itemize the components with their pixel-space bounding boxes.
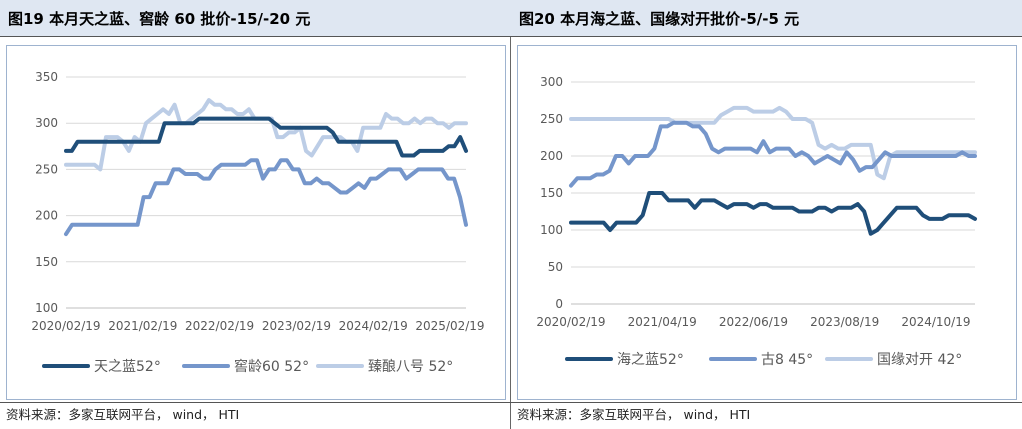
- chart-panel-left: 图19 本月天之蓝、窖龄 60 批价-15/-20 元 100 150 200 250…: [0, 0, 511, 422]
- y-tick-label: 50: [548, 260, 563, 274]
- series-line: [569, 120, 977, 188]
- x-tick-label: 2021/04/19: [628, 315, 697, 329]
- panel-divider: [510, 0, 511, 429]
- y-tick-label: 300: [35, 116, 58, 130]
- source-note: 资料来源：多家互联网平台， wind， HTI: [6, 407, 240, 422]
- x-tick-label: 2023/02/19: [262, 319, 331, 333]
- y-tick-label: 200: [35, 209, 58, 223]
- legend-label: 天之蓝52°: [94, 359, 161, 375]
- line-chart-left: 100 150 200 250 300 350 2020/02/19 2021/02/19 20…: [31, 70, 484, 375]
- source-rule: [0, 402, 511, 403]
- chart-panel-right: 图20 本月海之蓝、国缘对开批价-5/-5 元 0 50 100 150 200 250 3…: [511, 0, 1022, 429]
- series-line: [64, 116, 468, 158]
- chart-title: 图20 本月海之蓝、国缘对开批价-5/-5 元: [519, 10, 800, 28]
- x-tick-label: 2020/02/19: [536, 315, 605, 329]
- x-tick-label: 2024/02/19: [339, 319, 408, 333]
- line-chart-right: 0 50 100 150 200 250 300 2020/02/19 2021/04/19 20…: [536, 75, 977, 368]
- x-tick-label: 2022/02/19: [185, 319, 254, 333]
- legend-label: 窖龄60 52°: [234, 358, 309, 375]
- x-tick-label: 2021/02/19: [108, 319, 177, 333]
- source-rule: [511, 402, 1022, 403]
- source-note: 资料来源：多家互联网平台， wind， HTI: [517, 407, 751, 422]
- legend-label: 臻酿八号 52°: [368, 359, 453, 375]
- x-tick-label: 2020/02/19: [31, 319, 100, 333]
- y-tick-label: 200: [540, 149, 563, 163]
- legend-label: 国缘对开 42°: [877, 352, 962, 368]
- plot-frame: [517, 45, 1017, 400]
- legend-label: 海之蓝52°: [617, 352, 684, 368]
- series-line: [569, 191, 977, 236]
- title-band: 图20 本月海之蓝、国缘对开批价-5/-5 元: [511, 0, 1022, 36]
- y-tick-label: 0: [555, 297, 563, 311]
- plot-frame: [6, 45, 506, 400]
- y-tick-label: 150: [35, 255, 58, 269]
- x-tick-label: 2025/02/19: [415, 319, 484, 333]
- chart-title: 图19 本月天之蓝、窖龄 60 批价-15/-20 元: [8, 10, 311, 28]
- x-tick-label: 2024/10/19: [901, 315, 970, 329]
- title-rule: [0, 36, 511, 37]
- y-tick-label: 250: [35, 162, 58, 176]
- legend-label: 古8 45°: [761, 352, 813, 368]
- y-tick-label: 150: [540, 186, 563, 200]
- y-tick-label: 350: [35, 70, 58, 84]
- y-tick-label: 100: [35, 301, 58, 315]
- title-rule: [511, 36, 1022, 37]
- y-tick-label: 300: [540, 75, 563, 89]
- y-tick-label: 100: [540, 223, 563, 237]
- series-line: [64, 158, 468, 237]
- x-tick-label: 2023/08/19: [810, 315, 879, 329]
- title-band: 图19 本月天之蓝、窖龄 60 批价-15/-20 元: [0, 0, 511, 36]
- series-line: [64, 98, 468, 172]
- series-line: [569, 105, 977, 181]
- y-tick-label: 250: [540, 112, 563, 126]
- x-tick-label: 2022/06/19: [719, 315, 788, 329]
